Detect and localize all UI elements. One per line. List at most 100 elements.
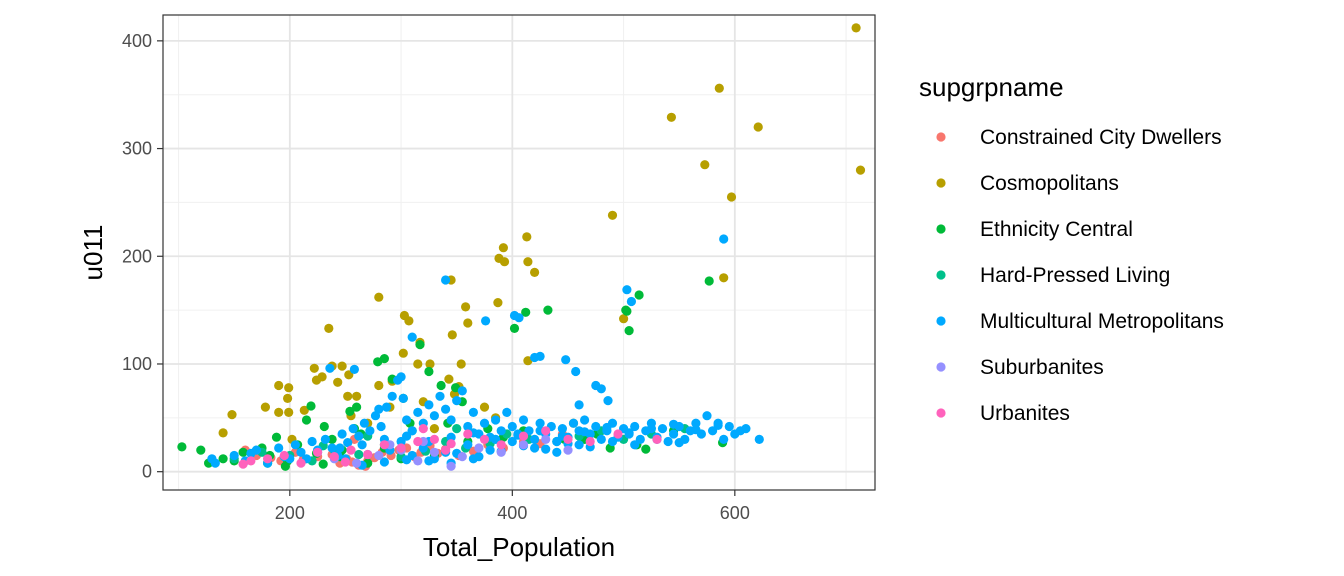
data-point (227, 410, 237, 420)
data-point (485, 445, 495, 455)
data-point (702, 411, 712, 421)
data-point (607, 210, 618, 220)
data-point (652, 434, 662, 444)
data-point (514, 313, 524, 323)
data-point (754, 434, 764, 444)
data-point (613, 429, 623, 439)
data-point (376, 421, 386, 432)
data-point (507, 436, 517, 447)
data-point (479, 418, 490, 428)
x-tick-label: 400 (497, 503, 527, 523)
data-point (238, 459, 248, 469)
data-point (719, 434, 729, 444)
data-point (719, 273, 729, 283)
data-point (349, 364, 359, 374)
data-points (177, 23, 866, 471)
data-point (340, 457, 350, 467)
data-point (657, 424, 668, 434)
legend-label: Urbanites (980, 402, 1070, 425)
data-point (541, 444, 551, 454)
data-point (446, 439, 456, 449)
data-point (624, 428, 634, 438)
data-point (424, 400, 434, 410)
data-point (456, 359, 466, 369)
data-point (541, 426, 551, 436)
data-point (374, 380, 384, 391)
data-point (563, 445, 573, 455)
data-point (425, 359, 435, 369)
data-point (541, 434, 551, 444)
data-point (333, 377, 343, 387)
data-point (346, 445, 356, 455)
data-point (398, 393, 408, 403)
data-point (461, 302, 471, 312)
data-point (669, 429, 679, 439)
data-point (218, 454, 228, 464)
data-point (415, 340, 425, 350)
data-point (343, 391, 353, 401)
data-point (463, 440, 473, 450)
data-point (271, 432, 282, 442)
data-point (523, 257, 533, 267)
legend-item: Constrained City Dwellers (936, 126, 1222, 149)
legend-key (936, 408, 946, 418)
legend-key (936, 178, 946, 188)
data-point (496, 426, 506, 436)
legend-key (936, 224, 946, 234)
data-point (296, 447, 306, 457)
data-point (619, 314, 629, 324)
data-point (452, 424, 462, 434)
data-point (418, 443, 428, 453)
data-point (630, 421, 640, 432)
data-point (507, 421, 517, 432)
data-point (229, 450, 239, 461)
data-point (666, 112, 677, 122)
data-point (352, 402, 362, 412)
data-point (379, 457, 389, 467)
y-axis: 0 100 200 300 400 (122, 31, 163, 482)
minor-gridlines (163, 15, 875, 490)
data-point (354, 431, 364, 441)
y-tick-label: 100 (122, 354, 152, 374)
y-tick-label: 400 (122, 31, 152, 51)
data-point (402, 455, 412, 465)
data-point (424, 366, 434, 377)
data-point (374, 450, 384, 461)
data-point (274, 380, 284, 391)
data-point (196, 445, 206, 455)
data-point (396, 372, 406, 382)
data-point (447, 330, 457, 340)
data-point (274, 407, 284, 417)
data-point (713, 420, 723, 430)
legend-key (936, 362, 946, 372)
data-point (530, 267, 540, 277)
data-point (481, 316, 491, 326)
data-point (284, 407, 294, 417)
data-point (274, 443, 284, 453)
data-point (452, 396, 462, 406)
data-point (407, 332, 417, 342)
data-point (641, 444, 651, 454)
data-point (496, 447, 506, 457)
data-point (435, 391, 445, 401)
data-point (474, 443, 484, 453)
data-point (337, 429, 347, 439)
data-point (626, 296, 637, 307)
data-point (424, 456, 434, 466)
data-point (313, 447, 323, 457)
data-point (561, 355, 571, 365)
data-point (663, 436, 673, 447)
data-point (296, 458, 306, 468)
data-point (352, 458, 362, 468)
legend-label: Ethnicity Central (980, 218, 1133, 241)
data-point (413, 407, 423, 417)
data-point (413, 456, 423, 466)
data-point (348, 424, 358, 434)
data-point (634, 290, 644, 300)
data-point (374, 292, 384, 302)
data-point (374, 404, 384, 414)
data-point (596, 434, 606, 444)
data-point (669, 419, 679, 429)
data-point (299, 405, 309, 415)
data-point (535, 418, 545, 428)
